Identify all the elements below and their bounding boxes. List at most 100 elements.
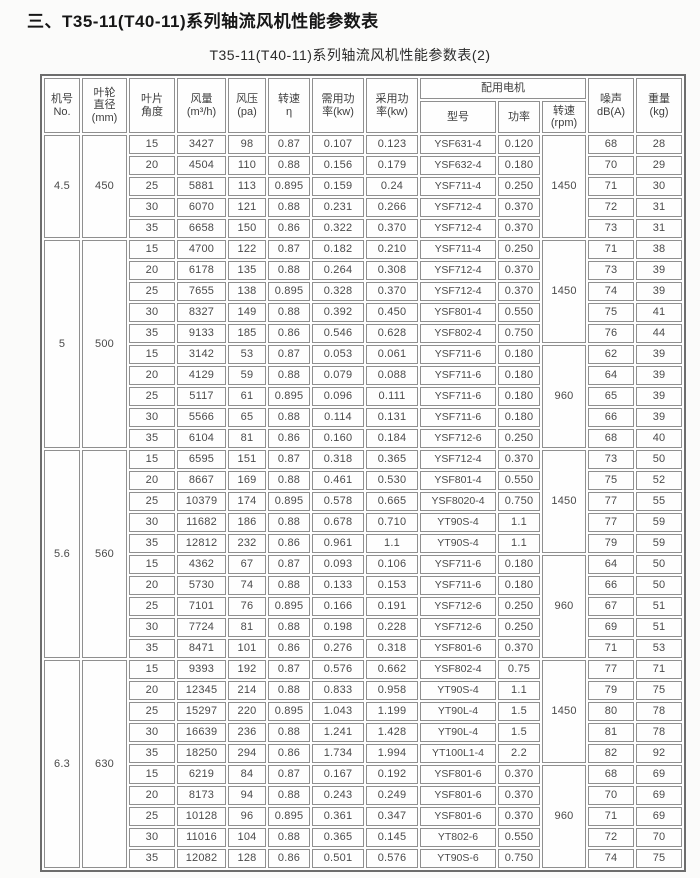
- cell-motor-power: 0.250: [498, 618, 540, 637]
- cell-noise: 62: [588, 345, 635, 364]
- table-row: 20 6178 135 0.88 0.264 0.308 YSF712-4 0.370 73 39: [44, 261, 683, 280]
- cell-blade-angle: 30: [129, 723, 175, 742]
- cell-weight: 92: [636, 744, 683, 763]
- cell-required-power: 0.231: [312, 198, 364, 217]
- spec-table: 机号 No. 叶轮 直径 (mm) 叶片 角度 风量 (m³/h) 风压 (pa…: [40, 74, 687, 872]
- cell-weight: 30: [636, 177, 683, 196]
- cell-noise: 77: [588, 660, 635, 679]
- cell-required-power: 0.053: [312, 345, 364, 364]
- table-row: 15 3142 53 0.87 0.053 0.061 YSF711-6 0.180 960 62…: [44, 345, 683, 448]
- col-header-machine-no: 机号 No.: [44, 78, 80, 133]
- cell-motor-model: YSF801-4: [420, 471, 496, 490]
- cell-required-power: 0.160: [312, 429, 364, 448]
- cell-noise: 80: [588, 702, 635, 721]
- page-title: 三、T35-11(T40-11)系列轴流风机性能参数表: [27, 12, 379, 31]
- cell-adopted-power: 0.210: [366, 240, 418, 259]
- cell-blade-angle: 30: [129, 513, 175, 532]
- cell-air-pressure: 121: [228, 198, 266, 217]
- cell-air-pressure: 122: [228, 240, 266, 259]
- table-row: 25 5881 113 0.895 0.159 0.24 YSF711-4 0.250 71 30: [44, 177, 683, 196]
- cell-blade-angle: 30: [129, 408, 175, 427]
- cell-eta: 0.88: [268, 513, 310, 532]
- cell-air-pressure: 186: [228, 513, 266, 532]
- table-row: 20 8173 94 0.88 0.243 0.249 YSF801-6 0.370 70 69: [44, 786, 683, 805]
- cell-blade-angle: 15: [129, 450, 175, 469]
- cell-motor-rpm: 1450: [542, 135, 587, 238]
- cell-motor-model: YSF712-4: [420, 198, 496, 217]
- cell-weight: 31: [636, 198, 683, 217]
- cell-weight: 55: [636, 492, 683, 511]
- cell-air-volume: 4129: [177, 366, 226, 385]
- cell-blade-angle: 15: [129, 555, 175, 574]
- cell-air-pressure: 220: [228, 702, 266, 721]
- cell-noise: 71: [588, 807, 635, 826]
- cell-required-power: 0.576: [312, 660, 364, 679]
- cell-weight: 51: [636, 597, 683, 616]
- cell-machine-no: 5: [44, 240, 80, 448]
- cell-weight: 78: [636, 702, 683, 721]
- cell-adopted-power: 0.530: [366, 471, 418, 490]
- cell-adopted-power: 0.106: [366, 555, 418, 574]
- cell-required-power: 1.241: [312, 723, 364, 742]
- col-header-eta: 转速 η: [268, 78, 310, 133]
- cell-motor-rpm: 1450: [542, 450, 587, 553]
- cell-blade-angle: 25: [129, 492, 175, 511]
- cell-blade-angle: 20: [129, 576, 175, 595]
- col-header-motor-group: 配用电机: [420, 78, 587, 99]
- cell-eta: 0.88: [268, 828, 310, 847]
- cell-impeller-diameter: 560: [82, 450, 127, 658]
- cell-eta: 0.86: [268, 639, 310, 658]
- cell-air-pressure: 67: [228, 555, 266, 574]
- table-row: 35 12082 128 0.86 0.501 0.576 YT90S-6 0.750 74 75: [44, 849, 683, 868]
- cell-motor-model: YSF711-6: [420, 555, 496, 574]
- cell-air-volume: 6104: [177, 429, 226, 448]
- cell-eta: 0.87: [268, 450, 310, 469]
- cell-air-pressure: 94: [228, 786, 266, 805]
- table-row: 25 5117 61 0.895 0.096 0.111 YSF711-6 0.180 65 39: [44, 387, 683, 406]
- cell-motor-power: 1.1: [498, 513, 540, 532]
- cell-motor-power: 0.550: [498, 303, 540, 322]
- table-row: 35 9133 185 0.86 0.546 0.628 YSF802-4 0.750 76 44: [44, 324, 683, 343]
- cell-adopted-power: 1.1: [366, 534, 418, 553]
- cell-motor-model: YT90S-4: [420, 513, 496, 532]
- cell-required-power: 0.501: [312, 849, 364, 868]
- cell-required-power: 1.734: [312, 744, 364, 763]
- cell-eta: 0.88: [268, 786, 310, 805]
- cell-noise: 74: [588, 282, 635, 301]
- cell-weight: 50: [636, 555, 683, 574]
- cell-eta: 0.895: [268, 282, 310, 301]
- cell-motor-model: YT90L-4: [420, 723, 496, 742]
- cell-motor-power: 0.250: [498, 597, 540, 616]
- cell-noise: 72: [588, 198, 635, 217]
- table-row: 30 16639 236 0.88 1.241 1.428 YT90L-4 1.5 81 78: [44, 723, 683, 742]
- table-row: 4.5 450 15 3427 98 0.87 0.107 0.123 YSF631-4 0.12…: [44, 135, 683, 238]
- cell-weight: 39: [636, 345, 683, 364]
- cell-motor-model: YSF712-4: [420, 261, 496, 280]
- cell-weight: 53: [636, 639, 683, 658]
- cell-weight: 75: [636, 849, 683, 868]
- cell-air-pressure: 74: [228, 576, 266, 595]
- cell-air-volume: 7655: [177, 282, 226, 301]
- cell-blade-angle: 35: [129, 534, 175, 553]
- cell-motor-power: 0.370: [498, 765, 540, 784]
- cell-motor-model: YSF711-6: [420, 366, 496, 385]
- cell-air-volume: 8471: [177, 639, 226, 658]
- cell-adopted-power: 0.665: [366, 492, 418, 511]
- cell-required-power: 0.318: [312, 450, 364, 469]
- cell-motor-power: 0.250: [498, 177, 540, 196]
- cell-motor-power: 0.180: [498, 345, 540, 364]
- cell-eta: 0.88: [268, 366, 310, 385]
- cell-air-volume: 8667: [177, 471, 226, 490]
- cell-air-pressure: 96: [228, 807, 266, 826]
- cell-adopted-power: 0.628: [366, 324, 418, 343]
- cell-blade-angle: 35: [129, 849, 175, 868]
- cell-motor-model: YSF712-4: [420, 219, 496, 238]
- cell-motor-model: YT90S-4: [420, 534, 496, 553]
- cell-required-power: 0.392: [312, 303, 364, 322]
- cell-air-pressure: 98: [228, 135, 266, 154]
- table-row: 35 6658 150 0.86 0.322 0.370 YSF712-4 0.370 73 31: [44, 219, 683, 238]
- cell-motor-model: YSF8020-4: [420, 492, 496, 511]
- cell-motor-power: 2.2: [498, 744, 540, 763]
- cell-air-volume: 5566: [177, 408, 226, 427]
- cell-motor-power: 0.370: [498, 786, 540, 805]
